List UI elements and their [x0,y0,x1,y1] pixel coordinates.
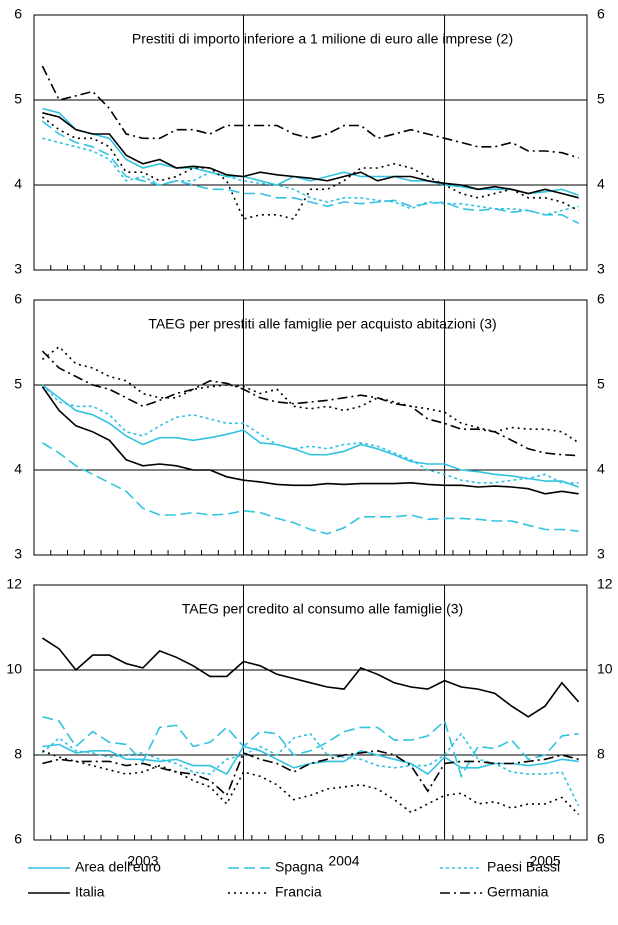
series-line [41,120,579,225]
legend-label: Germania [487,884,549,900]
y2-tick-label: 4 [597,461,605,477]
plot-frame [33,14,588,271]
y-tick-label: 3 [14,546,22,562]
series-line [42,750,580,816]
plot-frame [33,584,588,841]
y2-tick-label: 3 [597,261,605,277]
y2-tick-label: 5 [597,376,605,392]
series-line [41,350,579,457]
y-tick-label: 4 [14,176,22,192]
x-tick-label: 2004 [328,853,359,869]
y-tick-label: 8 [14,746,22,762]
y-tick-label: 4 [14,461,22,477]
panel-title: TAEG per prestiti alle famiglie per acqu… [148,316,496,332]
series-line [41,384,579,488]
y-tick-label: 6 [14,6,22,22]
legend-label: Area dell'euro [75,859,161,875]
y2-tick-label: 6 [597,6,605,22]
y2-tick-label: 8 [597,746,605,762]
y-tick-label: 5 [14,376,22,392]
series-line [41,345,580,444]
series-line [41,442,579,535]
series-line [42,743,579,776]
legend-label: Paesi Bassi [487,859,560,875]
series-line [42,137,579,216]
y2-tick-label: 6 [597,831,605,847]
y2-tick-label: 10 [597,661,613,677]
panel-title: Prestiti di importo inferiore a 1 milion… [132,31,513,47]
x-tick-label: 2003 [127,853,158,869]
y2-tick-label: 4 [597,176,605,192]
y2-tick-label: 5 [597,91,605,107]
y2-tick-label: 6 [597,291,605,307]
series-line [42,107,579,196]
y-tick-label: 6 [14,291,22,307]
series-line [42,716,579,779]
legend-label: Spagna [275,859,323,875]
series-line [42,112,579,199]
y-tick-label: 10 [6,661,22,677]
series-line [41,116,579,220]
legend-label: Francia [275,884,322,900]
series-line [41,637,580,718]
x-tick-label: 2005 [530,853,561,869]
legend-label: Italia [75,884,105,900]
y-tick-label: 12 [6,576,22,592]
y2-tick-label: 12 [597,576,613,592]
y-tick-label: 6 [14,831,22,847]
panel-title: TAEG per credito al consumo alle famigli… [182,601,463,617]
y2-tick-label: 3 [597,546,605,562]
plot-frame [33,299,588,556]
series-line [42,749,579,797]
y-tick-label: 3 [14,261,22,277]
y-tick-label: 5 [14,91,22,107]
series-line [41,386,579,495]
series-line [41,65,579,159]
